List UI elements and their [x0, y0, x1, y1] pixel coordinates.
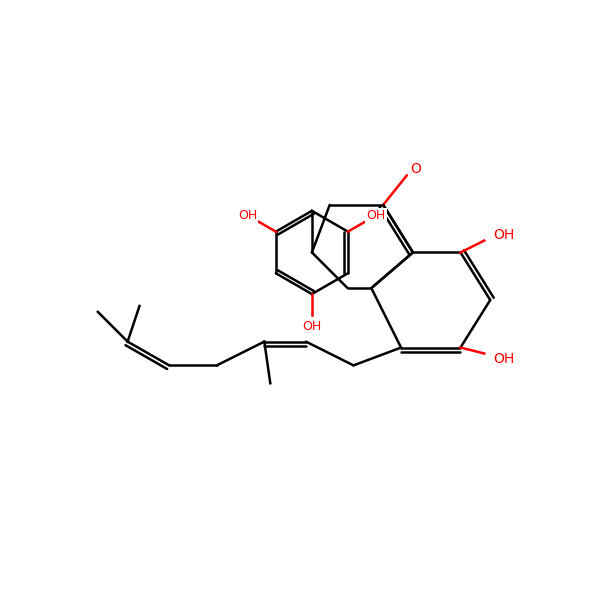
Text: OH: OH: [302, 320, 322, 333]
Text: OH: OH: [493, 352, 514, 367]
Text: OH: OH: [493, 227, 514, 242]
Text: OH: OH: [367, 209, 386, 222]
Text: OH: OH: [238, 209, 257, 222]
Text: O: O: [410, 162, 421, 176]
